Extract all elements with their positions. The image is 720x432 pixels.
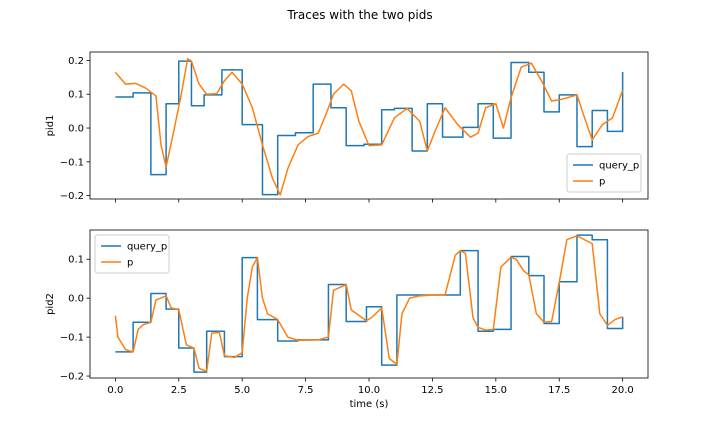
series-line-p	[114, 235, 623, 373]
x-tick-label: 5.0	[234, 385, 250, 396]
series-group	[114, 234, 624, 373]
legend-label: query_p	[127, 242, 167, 253]
series-line-query-p	[115, 60, 624, 196]
x-axis-label: time (s)	[350, 399, 389, 410]
x-tick-label: 15.0	[485, 385, 507, 396]
legend-box	[94, 234, 170, 274]
series-line-query-p	[115, 234, 624, 373]
figure-title: Traces with the two pids	[286, 8, 432, 22]
subplot-1: −0.2 −0.1 0.0 0.1 0.2 pid1 query_pp	[45, 51, 649, 203]
legend: query_pp	[94, 234, 170, 274]
legend-label: p	[127, 258, 133, 269]
legend-box	[566, 153, 642, 193]
series-line-p	[114, 58, 624, 196]
y-tick-label: 0.0	[68, 124, 84, 135]
axes-frame	[89, 51, 649, 200]
y-tick-label: 0.2	[68, 56, 84, 67]
subplot-2: 0.0 2.5 5.0 7.5 10.0 12.5 15.0 17.5 20.0 −0.2 −0.1…	[45, 229, 649, 410]
series-group	[114, 58, 624, 196]
x-tick-label: 0.0	[107, 385, 123, 396]
x-tick-label: 10.0	[358, 385, 380, 396]
y-tick-label: 0.0	[68, 294, 84, 305]
y-tick-label: −0.1	[60, 157, 84, 168]
y-axis-label: pid2	[45, 293, 56, 315]
y-tick-label: 0.1	[68, 255, 84, 266]
y-tick-label: −0.2	[60, 191, 84, 202]
x-tick-label: 2.5	[171, 385, 187, 396]
legend-label: query_p	[599, 161, 639, 172]
x-tick-label: 17.5	[548, 385, 570, 396]
legend: query_pp	[566, 153, 642, 193]
x-tick-label: 20.0	[612, 385, 634, 396]
y-tick-label: −0.1	[60, 333, 84, 344]
y-axis-label: pid1	[45, 115, 56, 137]
x-tick-label: 12.5	[421, 385, 443, 396]
y-tick-label: 0.1	[68, 90, 84, 101]
y-tick-label: −0.2	[60, 372, 84, 383]
x-tick-label: 7.5	[298, 385, 314, 396]
legend-label: p	[599, 177, 605, 188]
